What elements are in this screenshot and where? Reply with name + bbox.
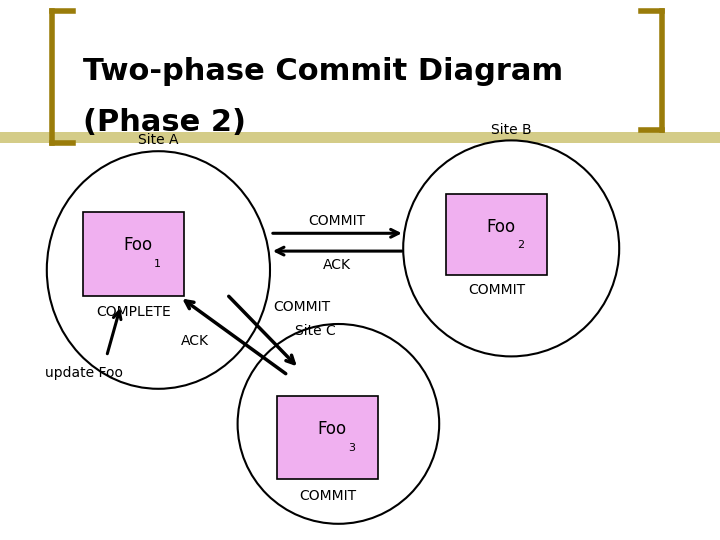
Text: ACK: ACK (181, 334, 209, 348)
Bar (83, 212, 184, 296)
Text: Site C: Site C (295, 324, 336, 338)
Text: (Phase 2): (Phase 2) (83, 108, 246, 137)
Text: COMPLETE: COMPLETE (96, 305, 171, 319)
Ellipse shape (47, 151, 270, 389)
Text: 3: 3 (348, 443, 355, 453)
Text: COMMIT: COMMIT (468, 284, 526, 298)
Text: Foo: Foo (318, 420, 346, 438)
Text: Site A: Site A (138, 133, 179, 147)
Bar (0, 132, 720, 143)
Text: ACK: ACK (323, 258, 351, 272)
Text: COMMIT: COMMIT (274, 300, 330, 314)
Text: 2: 2 (517, 240, 524, 251)
Text: Foo: Foo (123, 237, 152, 254)
Text: Two-phase Commit Diagram: Two-phase Commit Diagram (83, 57, 563, 86)
Text: update Foo: update Foo (45, 366, 122, 380)
Text: Foo: Foo (487, 218, 516, 236)
Text: COMMIT: COMMIT (308, 214, 366, 228)
Text: COMMIT: COMMIT (299, 489, 356, 503)
Bar (277, 395, 378, 480)
Text: Site B: Site B (491, 123, 531, 137)
Ellipse shape (403, 140, 619, 356)
Text: 1: 1 (153, 259, 161, 269)
Ellipse shape (238, 324, 439, 524)
Bar (446, 194, 547, 275)
